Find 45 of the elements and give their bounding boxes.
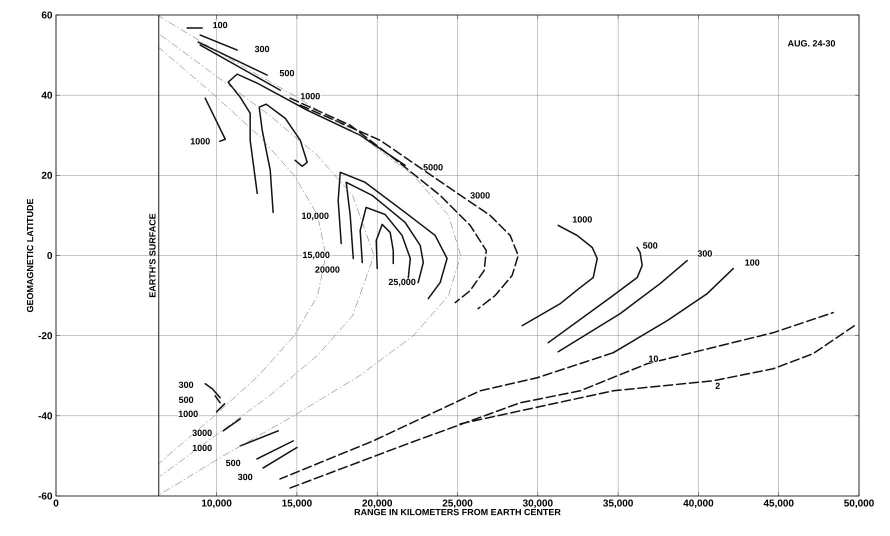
annotation: 1000	[192, 444, 212, 452]
annotation: 100	[745, 259, 760, 266]
annotation: 300	[698, 250, 712, 257]
annotation: 15,000	[303, 252, 330, 260]
y-axis-title: GEOMAGNETIC LATITUDE	[26, 198, 34, 312]
annotation: 500	[643, 242, 658, 249]
annotation: 2	[715, 382, 720, 389]
annotation: 25,000	[388, 278, 416, 286]
annotation: 10,000	[302, 212, 329, 220]
annotation: 1000	[178, 410, 198, 418]
x-tick-label: 20,000	[362, 500, 392, 508]
y-tick-label: 20	[42, 172, 52, 179]
annotation: 500	[280, 70, 294, 76]
annotation: 300	[178, 382, 194, 388]
y-tick-label: 60	[42, 11, 52, 19]
annotation: 1000	[572, 216, 592, 223]
annotation: 300	[238, 474, 252, 480]
annotation: 1000	[300, 92, 320, 100]
y-tick-label: -40	[38, 412, 52, 420]
ref-line-label: EARTH'S SURFACE	[149, 214, 156, 298]
x-tick-label: 25,000	[442, 500, 472, 508]
annotation: 100	[213, 22, 228, 28]
annotation: 300	[254, 46, 270, 52]
y-tick-label: 0	[47, 252, 52, 260]
x-tick-label: 35,000	[603, 500, 633, 508]
annotation: 500	[178, 396, 194, 403]
annotation: 3000	[470, 192, 490, 199]
y-tick-label: -20	[38, 332, 52, 340]
x-tick-label: 45,000	[764, 500, 794, 508]
annotation: 500	[226, 460, 240, 466]
annotation: 1000	[190, 138, 210, 144]
annotation: 5000	[423, 164, 443, 170]
x-tick-label: 40,000	[683, 500, 714, 508]
annotation: 10	[649, 356, 658, 362]
x-tick-label: 30,000	[522, 500, 553, 508]
x-tick-label: 10,000	[202, 500, 232, 508]
annotation: 20000	[315, 266, 340, 273]
y-tick-label: 40	[42, 92, 52, 99]
annotation: AUG. 24-30	[788, 40, 836, 47]
x-tick-label: 0	[54, 500, 58, 507]
annotation: 3000	[192, 430, 212, 436]
x-tick-label: 15,000	[282, 500, 312, 508]
x-tick-label: 50,000	[844, 500, 874, 508]
y-tick-label: -60	[38, 492, 52, 500]
x-axis-title: RANGE IN KILOMETERS FROM EARTH CENTER	[354, 508, 561, 516]
